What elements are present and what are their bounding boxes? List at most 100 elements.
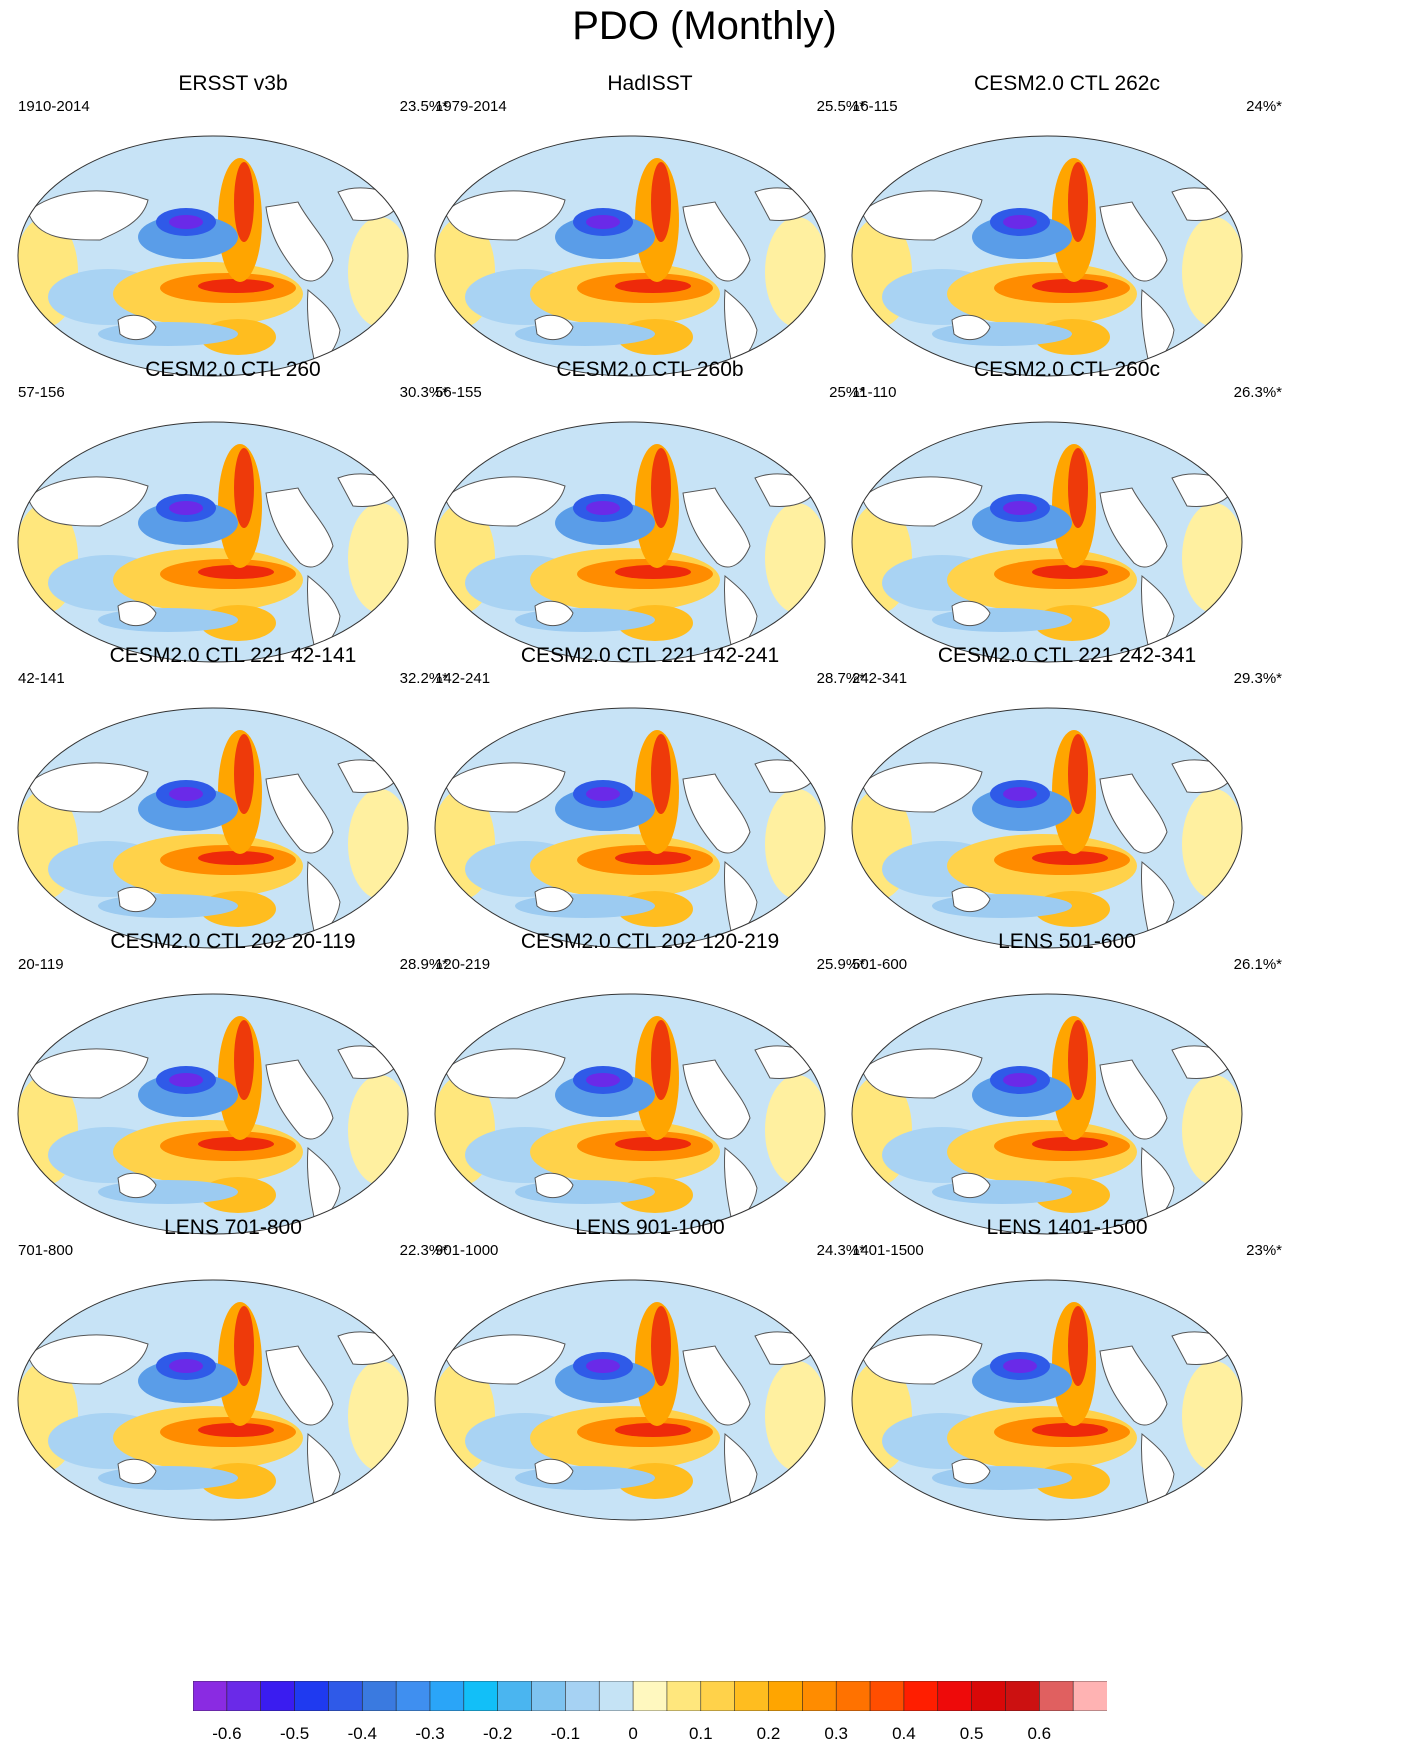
- sst-anomaly-region: [348, 503, 408, 613]
- sst-anomaly-region: [198, 565, 274, 579]
- sst-anomaly-region: [765, 1075, 825, 1185]
- australia-land: [951, 1172, 991, 1199]
- panel-variance-percent: 25.5%*: [816, 98, 865, 115]
- panel-variance-percent: 26.1%*: [1233, 956, 1282, 973]
- sst-anomaly-region: [198, 1137, 274, 1151]
- asia-land: [27, 1048, 149, 1099]
- panel-year-range: 20-119: [18, 956, 64, 973]
- sst-anomaly-region: [586, 501, 620, 515]
- colorbar-swatch: [497, 1681, 533, 1711]
- panel-year-range: 42-141: [18, 670, 65, 687]
- map-panel: CESM2.0 CTL 221 242-341 242-341 29.3%*: [842, 644, 1292, 962]
- pdo-pattern-map: [434, 135, 826, 377]
- colorbar-tick-label: 0.2: [756, 1724, 781, 1743]
- australia-land: [534, 314, 574, 341]
- panel-year-range: 56-155: [435, 384, 482, 401]
- australia-land: [951, 1458, 991, 1485]
- pdo-pattern-map: [434, 421, 826, 663]
- colorbar-tick-label: 0.4: [892, 1724, 916, 1743]
- australia-land: [117, 600, 157, 627]
- north-america-land: [1099, 1345, 1168, 1426]
- panel-title: CESM2.0 CTL 221 142-241: [520, 644, 780, 667]
- pdo-pattern-map: [851, 421, 1243, 663]
- map-panel: LENS 901-1000 901-1000 24.3%*: [425, 1216, 875, 1534]
- colorbar-swatch: [835, 1681, 871, 1711]
- north-america-land: [682, 1345, 751, 1426]
- colorbar-tick-label: -0.2: [483, 1724, 513, 1743]
- panel-variance-percent: 23.5%*: [399, 98, 448, 115]
- colorbar-swatch: [1072, 1681, 1107, 1711]
- panel-title: LENS 501-600: [998, 930, 1136, 953]
- map-panel: HadISST 1979-2014 25.5%*: [425, 72, 875, 390]
- pdo-pattern-map: [434, 993, 826, 1235]
- colorbar-swatch: [666, 1681, 702, 1711]
- panel-variance-percent: 24.3%*: [816, 1242, 865, 1259]
- sst-anomaly-region: [586, 1073, 620, 1087]
- colorbar-swatch: [361, 1681, 397, 1711]
- asia-land: [861, 762, 983, 813]
- sst-anomaly-region: [234, 1306, 254, 1386]
- colorbar: [193, 1681, 1107, 1711]
- panel-variance-percent: 25.9%*: [816, 956, 865, 973]
- panel-variance-percent: 24%*: [1246, 98, 1282, 115]
- sst-anomaly-region: [234, 162, 254, 242]
- asia-land: [444, 476, 566, 527]
- map-border: [434, 993, 826, 1235]
- sst-anomaly-region: [1182, 217, 1242, 327]
- colorbar-tick-label: 0.3: [824, 1724, 849, 1743]
- australia-land: [534, 600, 574, 627]
- sst-anomaly-region: [765, 503, 825, 613]
- colorbar-swatch: [632, 1681, 668, 1711]
- sst-anomaly-region: [651, 1020, 671, 1100]
- sst-anomaly-region: [1003, 501, 1037, 515]
- panel-variance-percent: 28.9%*: [399, 956, 448, 973]
- colorbar-tick-label: -0.5: [279, 1724, 310, 1743]
- panel-variance-percent: 25%*: [829, 384, 865, 401]
- map-border: [17, 993, 409, 1235]
- colorbar-tick-label: 0.5: [959, 1724, 984, 1743]
- panel-variance-percent: 28.7%*: [816, 670, 865, 687]
- sst-anomaly-region: [169, 215, 203, 229]
- colorbar-swatch: [1005, 1681, 1041, 1711]
- sst-anomaly-region: [615, 851, 691, 865]
- map-border: [851, 1279, 1243, 1521]
- colorbar-swatch: [700, 1681, 736, 1711]
- panel-year-range: 11-110: [852, 384, 897, 401]
- panel-year-range: 901-1000: [435, 1242, 499, 1259]
- panel-title: CESM2.0 CTL 202 120-219: [520, 930, 780, 953]
- map-border: [851, 707, 1243, 949]
- australia-land: [534, 886, 574, 913]
- panel-variance-percent: 22.3%*: [399, 1242, 448, 1259]
- colorbar-swatch: [226, 1681, 262, 1711]
- sst-anomaly-region: [1182, 503, 1242, 613]
- panel-title: CESM2.0 CTL 260b: [556, 358, 744, 381]
- map-border: [851, 135, 1243, 377]
- pdo-pattern-map: [17, 1279, 409, 1521]
- figure-title: PDO (Monthly): [572, 4, 837, 48]
- pdo-pattern-map: [17, 135, 409, 377]
- sst-anomaly-region: [615, 1423, 691, 1437]
- map-border: [851, 421, 1243, 663]
- map-border: [434, 1279, 826, 1521]
- sst-anomaly-region: [615, 279, 691, 293]
- map-panel: CESM2.0 CTL 202 120-219 120-219 25.9%*: [425, 930, 875, 1248]
- sst-anomaly-region: [1068, 162, 1088, 242]
- sst-anomaly-region: [651, 162, 671, 242]
- sst-anomaly-region: [1003, 787, 1037, 801]
- sst-anomaly-region: [586, 787, 620, 801]
- australia-land: [951, 886, 991, 913]
- sst-anomaly-region: [234, 1020, 254, 1100]
- north-america-land: [265, 201, 334, 282]
- pdo-pattern-map: [434, 707, 826, 949]
- north-america-land: [1099, 201, 1168, 282]
- sst-anomaly-region: [651, 734, 671, 814]
- map-panel: CESM2.0 CTL 260c 11-110 26.3%*: [842, 358, 1292, 676]
- colorbar-tick-label: 0.1: [688, 1724, 713, 1743]
- pdo-pattern-map: [851, 993, 1243, 1235]
- panel-year-range: 1979-2014: [435, 98, 507, 115]
- panel-year-range: 1910-2014: [18, 98, 90, 115]
- colorbar-swatch: [734, 1681, 770, 1711]
- panel-title: CESM2.0 CTL 262c: [974, 72, 1160, 95]
- sst-anomaly-region: [198, 1423, 274, 1437]
- panel-title: LENS 901-1000: [575, 1216, 725, 1239]
